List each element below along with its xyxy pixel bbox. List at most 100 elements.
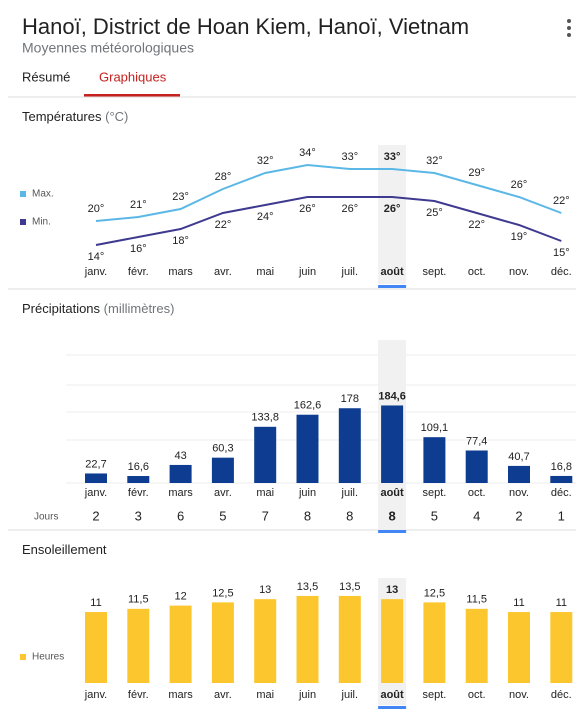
legend-swatch — [20, 191, 26, 197]
data-label: 162,6 — [294, 400, 322, 412]
data-label: 13 — [386, 584, 398, 596]
selected-indicator — [378, 285, 407, 288]
bar — [127, 476, 150, 483]
x-tick-label: janv. — [84, 266, 107, 278]
x-tick-label: août — [380, 487, 404, 499]
data-label: 13 — [259, 584, 271, 596]
bar — [465, 608, 488, 683]
bar — [338, 595, 361, 683]
x-tick-label: sept. — [422, 266, 446, 278]
bar — [85, 612, 107, 683]
data-label: 77,4 — [466, 435, 487, 447]
data-label: 13,5 — [339, 581, 360, 593]
x-tick-label: juil. — [341, 487, 359, 499]
x-tick-label: mai — [256, 689, 274, 701]
data-label: 22° — [553, 195, 570, 207]
data-label: 16° — [130, 243, 147, 255]
data-label: 109,1 — [421, 422, 449, 434]
chart-title: Ensoleillement — [22, 542, 107, 557]
tab-indicator — [84, 94, 180, 97]
days-value: 3 — [135, 508, 142, 523]
data-label: 14° — [88, 251, 105, 263]
data-label: 26° — [299, 203, 316, 215]
x-tick-label: avr. — [214, 487, 232, 499]
x-tick-label: janv. — [84, 689, 107, 701]
x-tick-label: févr. — [128, 689, 149, 701]
x-tick-label: juin — [298, 689, 316, 701]
bar — [296, 595, 319, 683]
x-tick-label: mai — [256, 266, 274, 278]
bar — [550, 475, 573, 483]
bar — [508, 612, 530, 683]
x-tick-label: mars — [168, 689, 193, 701]
bar — [169, 464, 192, 483]
days-value: 8 — [388, 508, 395, 523]
data-label: 13,5 — [297, 581, 318, 593]
data-label: 28° — [215, 171, 232, 183]
x-tick-label: juil. — [341, 689, 359, 701]
x-tick-label: août — [380, 266, 404, 278]
data-label: 19° — [511, 231, 528, 243]
legend-label: Max. — [32, 189, 54, 200]
data-label: 33° — [384, 151, 401, 163]
page-title: Hanoï, District de Hoan Kiem, Hanoï, Vie… — [22, 14, 469, 39]
data-label: 11 — [513, 597, 524, 609]
data-label: 22,7 — [85, 458, 106, 470]
x-tick-label: oct. — [468, 689, 486, 701]
days-value: 2 — [92, 508, 99, 523]
legend-swatch — [20, 654, 26, 660]
data-label: 25° — [426, 207, 443, 219]
x-tick-label: avr. — [214, 266, 232, 278]
selected-indicator — [378, 530, 407, 533]
tab[interactable]: Résumé — [22, 69, 70, 84]
data-label: 26° — [384, 203, 401, 215]
data-label: 15° — [553, 247, 570, 259]
tab-active[interactable]: Graphiques — [99, 69, 167, 84]
chart-title: Précipitations (millimètres) — [22, 301, 174, 316]
x-tick-label: avr. — [214, 689, 232, 701]
data-label: 11,5 — [128, 594, 149, 606]
bar — [211, 602, 234, 683]
x-tick-label: mars — [168, 266, 193, 278]
grid — [66, 354, 576, 484]
days-value: 1 — [558, 508, 565, 523]
subtitle: Moyennes météorologiques — [22, 40, 194, 56]
x-tick-label: oct. — [468, 266, 486, 278]
data-label: 11 — [556, 597, 567, 609]
days-value: 8 — [304, 508, 311, 523]
days-value: 5 — [219, 508, 226, 523]
bar — [423, 602, 446, 683]
legend-label: Min. — [32, 217, 51, 228]
bar — [169, 605, 192, 683]
menu[interactable] — [567, 19, 571, 37]
data-label: 22° — [215, 219, 232, 231]
x-tick-label: févr. — [128, 487, 149, 499]
x-tick-label: déc. — [551, 266, 572, 278]
title-text: Précipitations — [22, 301, 101, 316]
data-label: 29° — [468, 167, 485, 179]
title-unit: (millimètres) — [104, 301, 175, 316]
data-label: 33° — [341, 151, 358, 163]
data-label: 34° — [299, 147, 316, 159]
legend-swatch — [20, 219, 26, 225]
data-label: 23° — [172, 191, 189, 203]
bar — [381, 405, 404, 483]
bar — [550, 612, 573, 683]
days-value: 7 — [262, 508, 269, 523]
bar — [127, 608, 150, 683]
data-label: 21° — [130, 199, 147, 211]
line — [95, 163, 562, 222]
x-tick-label: nov. — [509, 689, 529, 701]
data-label: 12,5 — [212, 587, 233, 599]
x-tick-label: mai — [256, 487, 274, 499]
data-label: 11,5 — [466, 594, 487, 606]
x-tick-label: sept. — [422, 689, 446, 701]
data-label: 133,8 — [251, 412, 279, 424]
bar — [254, 599, 277, 683]
data-label: 18° — [172, 235, 189, 247]
x-tick-label: févr. — [128, 266, 149, 278]
data-label: 60,3 — [212, 443, 233, 455]
bar — [381, 599, 404, 683]
bar — [465, 450, 488, 483]
